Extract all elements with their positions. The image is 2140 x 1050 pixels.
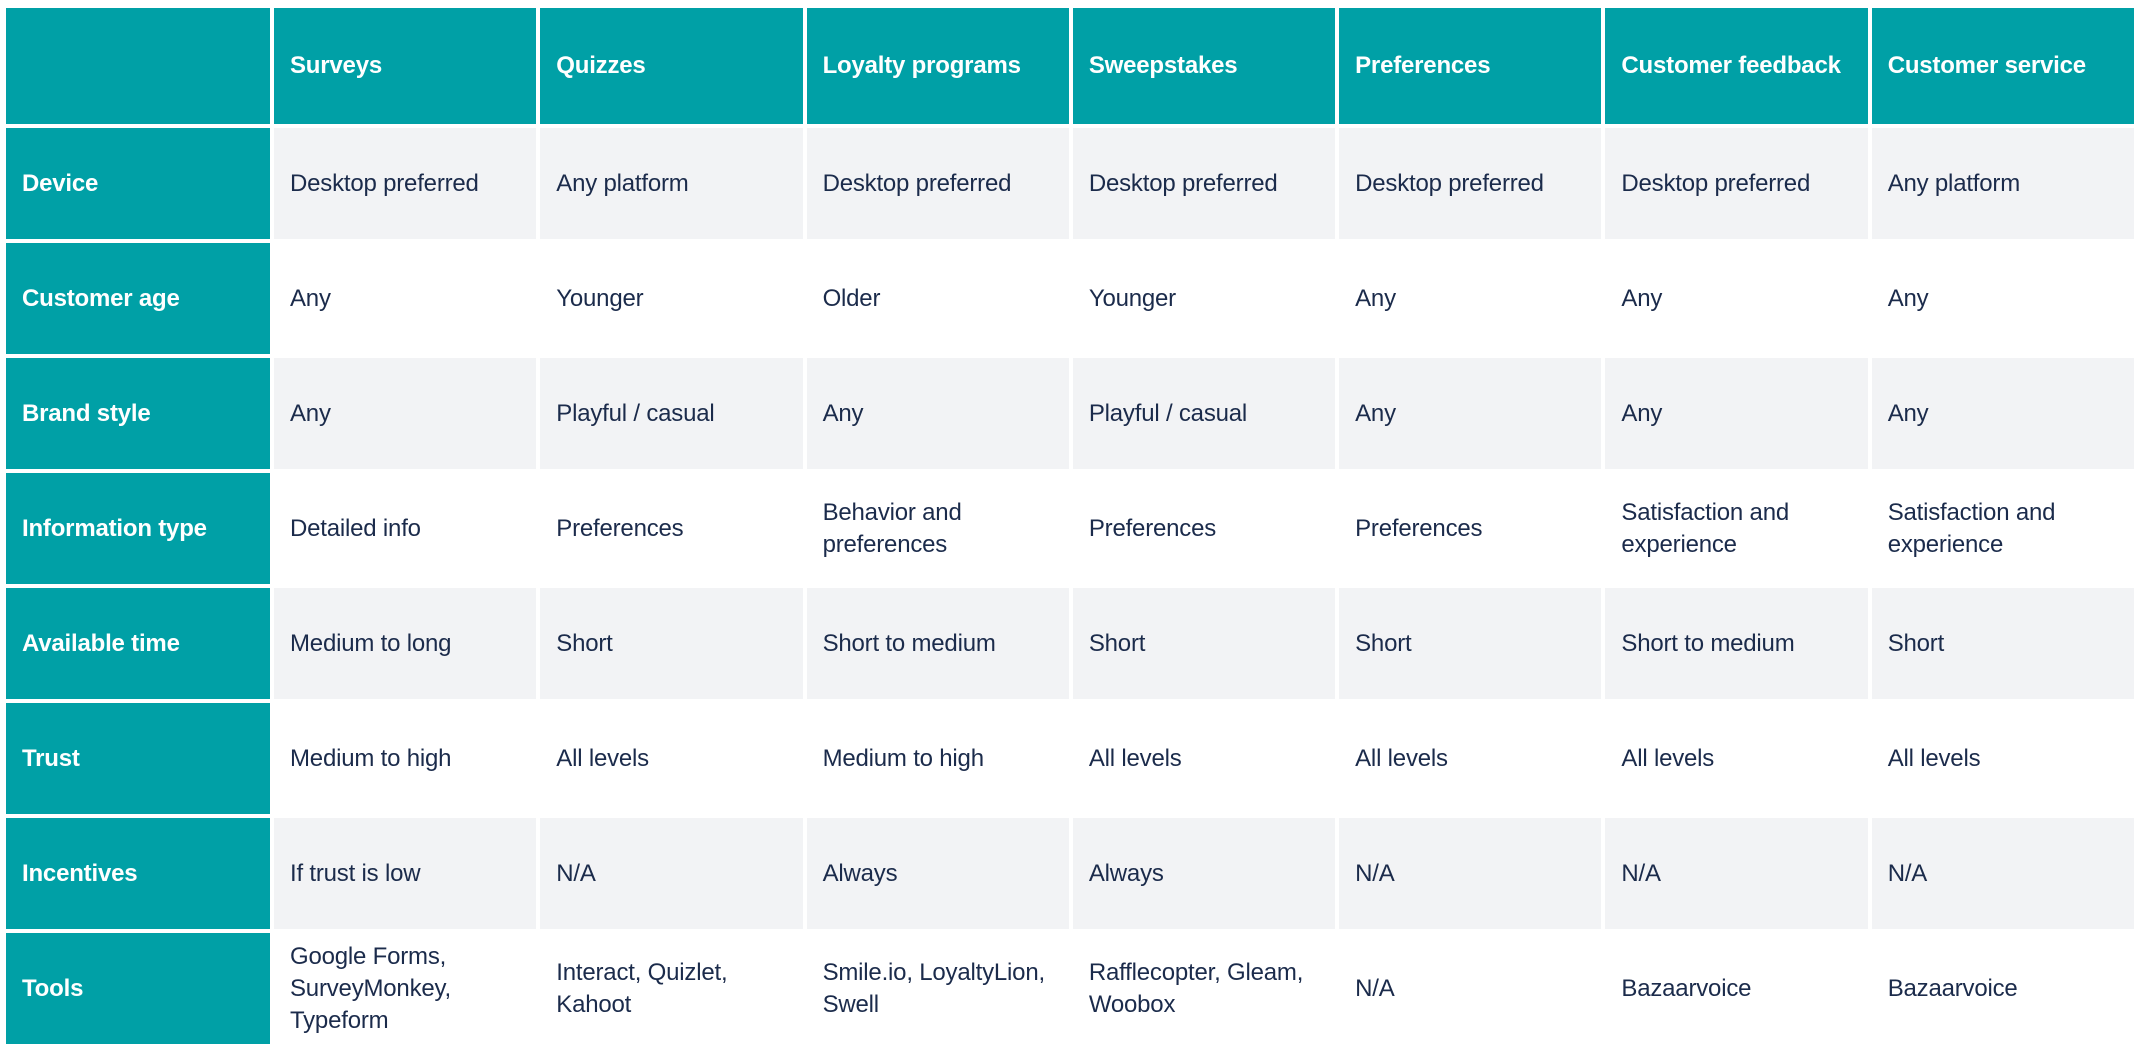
table-cell: N/A [1871, 818, 2134, 929]
table-cell: Any [1339, 358, 1602, 469]
table-cell: Short to medium [806, 588, 1069, 699]
column-header-sweepstakes: Sweepstakes [1072, 8, 1336, 124]
row-label-device: Device [6, 128, 270, 239]
table-row-available-time: Available time Medium to long Short Shor… [6, 588, 2134, 699]
table-cell: Preferences [1339, 473, 1602, 584]
column-header-quizzes: Quizzes [540, 8, 803, 124]
comparison-table: Surveys Quizzes Loyalty programs Sweepst… [2, 4, 2138, 1048]
table-cell: Short [1871, 588, 2134, 699]
column-header-customer-feedback: Customer feedback [1605, 8, 1868, 124]
table-cell: Desktop preferred [1605, 128, 1868, 239]
table-row-brand-style: Brand style Any Playful / casual Any Pla… [6, 358, 2134, 469]
table-cell: Younger [540, 243, 803, 354]
table-cell: All levels [540, 703, 803, 814]
table-cell: Short to medium [1605, 588, 1868, 699]
table-cell: N/A [1339, 818, 1602, 929]
table-cell: Playful / casual [540, 358, 803, 469]
table-cell: Older [806, 243, 1069, 354]
table-cell: N/A [1339, 933, 1602, 1044]
header-row: Surveys Quizzes Loyalty programs Sweepst… [6, 8, 2134, 124]
row-label-trust: Trust [6, 703, 270, 814]
table-cell: Behavior and preferences [806, 473, 1069, 584]
row-label-information-type: Information type [6, 473, 270, 584]
table-cell: Satisfaction and experience [1871, 473, 2134, 584]
table-cell: Medium to high [806, 703, 1069, 814]
table-cell: Detailed info [274, 473, 537, 584]
table-cell: Bazaarvoice [1871, 933, 2134, 1044]
table-row-customer-age: Customer age Any Younger Older Younger A… [6, 243, 2134, 354]
table-cell: N/A [540, 818, 803, 929]
table-cell: Any [1871, 358, 2134, 469]
table-cell: Rafflecopter, Gleam, Woobox [1072, 933, 1336, 1044]
table-cell: All levels [1871, 703, 2134, 814]
row-label-brand-style: Brand style [6, 358, 270, 469]
table-cell: Desktop preferred [806, 128, 1069, 239]
table-cell: N/A [1605, 818, 1868, 929]
table-cell: Short [1072, 588, 1336, 699]
column-header-loyalty-programs: Loyalty programs [806, 8, 1069, 124]
table-cell: Interact, Quizlet, Kahoot [540, 933, 803, 1044]
row-label-incentives: Incentives [6, 818, 270, 929]
column-header-preferences: Preferences [1339, 8, 1602, 124]
table-cell: Desktop preferred [1339, 128, 1602, 239]
table-cell: Preferences [540, 473, 803, 584]
table-cell: Any [274, 358, 537, 469]
table-cell: Always [806, 818, 1069, 929]
table-cell: Short [540, 588, 803, 699]
table-row-tools: Tools Google Forms, SurveyMonkey, Typefo… [6, 933, 2134, 1044]
table-cell: Any [1871, 243, 2134, 354]
table-row-trust: Trust Medium to high All levels Medium t… [6, 703, 2134, 814]
table-cell: Desktop preferred [1072, 128, 1336, 239]
table-cell: All levels [1339, 703, 1602, 814]
column-header-surveys: Surveys [274, 8, 537, 124]
table-cell: Any [1605, 243, 1868, 354]
table-cell: If trust is low [274, 818, 537, 929]
table-cell: Any platform [540, 128, 803, 239]
table-cell: All levels [1605, 703, 1868, 814]
table-cell: Any [1339, 243, 1602, 354]
table-row-information-type: Information type Detailed info Preferenc… [6, 473, 2134, 584]
corner-cell [6, 8, 270, 124]
table-cell: Any [1605, 358, 1868, 469]
table-cell: Medium to high [274, 703, 537, 814]
table-cell: All levels [1072, 703, 1336, 814]
table-cell: Always [1072, 818, 1336, 929]
table-cell: Desktop preferred [274, 128, 537, 239]
row-label-available-time: Available time [6, 588, 270, 699]
table-row-incentives: Incentives If trust is low N/A Always Al… [6, 818, 2134, 929]
row-label-customer-age: Customer age [6, 243, 270, 354]
table-cell: Any [806, 358, 1069, 469]
table-cell: Short [1339, 588, 1602, 699]
table-row-device: Device Desktop preferred Any platform De… [6, 128, 2134, 239]
table-cell: Any [274, 243, 537, 354]
table-cell: Preferences [1072, 473, 1336, 584]
column-header-customer-service: Customer service [1871, 8, 2134, 124]
table-cell: Younger [1072, 243, 1336, 354]
table-cell: Bazaarvoice [1605, 933, 1868, 1044]
table-cell: Medium to long [274, 588, 537, 699]
table-cell: Satisfaction and experience [1605, 473, 1868, 584]
table-cell: Google Forms, SurveyMonkey, Typeform [274, 933, 537, 1044]
table-cell: Any platform [1871, 128, 2134, 239]
row-label-tools: Tools [6, 933, 270, 1044]
table-cell: Playful / casual [1072, 358, 1336, 469]
table-cell: Smile.io, LoyaltyLion, Swell [806, 933, 1069, 1044]
